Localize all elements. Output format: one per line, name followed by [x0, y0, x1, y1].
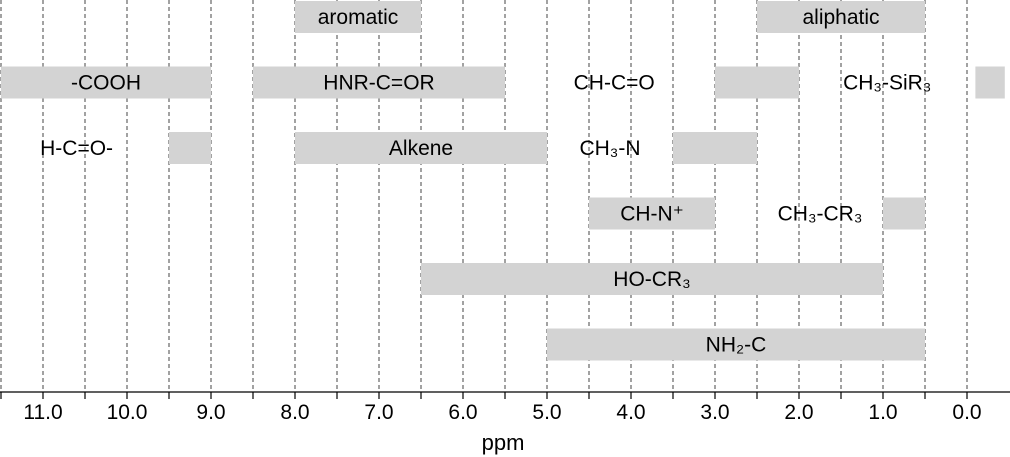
band-labels-layer: aromatic aliphatic -COOH HNR-C=OR CH-C=O CH₃-…: [40, 6, 931, 357]
grid-lines: [0, 0, 968, 392]
band-label-r5-0: NH₂-C: [706, 334, 767, 357]
x-tick-label: 9.0: [196, 401, 225, 424]
band-r3-0: [589, 197, 715, 230]
band-label-r0-0: aromatic: [318, 6, 399, 29]
bands-layer: [1, 1, 1005, 361]
x-tick-label: 3.0: [700, 401, 729, 424]
band-label-r1-3: CH₃-SiR₃: [843, 72, 931, 95]
x-tick-label: 5.0: [532, 401, 561, 424]
band-r2-0: [169, 132, 211, 164]
band-label-r3-0: CH-N⁺: [620, 203, 684, 226]
band-r2-1: [295, 132, 547, 164]
band-label-r2-2: CH₃-N: [579, 137, 640, 160]
band-label-r4-0: HO-CR₃: [613, 268, 690, 291]
band-r1-3: [975, 66, 1005, 99]
x-tick-label: 11.0: [23, 401, 62, 424]
x-tick-label: 8.0: [280, 401, 309, 424]
band-r1-1: [253, 66, 505, 99]
band-r0-1: [757, 1, 925, 33]
band-r2-2: [673, 132, 757, 164]
band-r3-1: [883, 197, 925, 230]
band-label-r0-1: aliphatic: [802, 6, 879, 29]
band-r1-0: [1, 66, 211, 99]
x-tick-label: 7.0: [364, 401, 393, 424]
band-r4-0: [421, 263, 883, 295]
x-tick-label: 4.0: [616, 401, 645, 424]
band-label-r2-0: H-C=O-: [40, 137, 113, 160]
x-tick-label: 0.0: [952, 401, 981, 424]
band-r5-0: [547, 328, 925, 361]
x-axis-title: ppm: [482, 430, 525, 455]
band-label-r2-1: Alkene: [389, 137, 453, 160]
x-tick-label: 2.0: [784, 401, 813, 424]
band-label-r1-1: HNR-C=OR: [323, 72, 434, 95]
x-tick-label: 6.0: [448, 401, 477, 424]
band-r0-0: [295, 1, 421, 33]
band-label-r1-2: CH-C=O: [574, 72, 655, 95]
band-label-r3-1: CH₃-CR₃: [778, 203, 863, 226]
x-tick-label: 10.0: [107, 401, 148, 424]
x-axis-ticks: 11.0 10.0 9.0 8.0 7.0 6.0 5.0 4.0 3.0 2.0 1.0 0.0: [0, 392, 982, 424]
band-label-r1-0: -COOH: [71, 72, 141, 95]
band-r1-2: [715, 66, 799, 99]
x-tick-label: 1.0: [868, 401, 897, 424]
